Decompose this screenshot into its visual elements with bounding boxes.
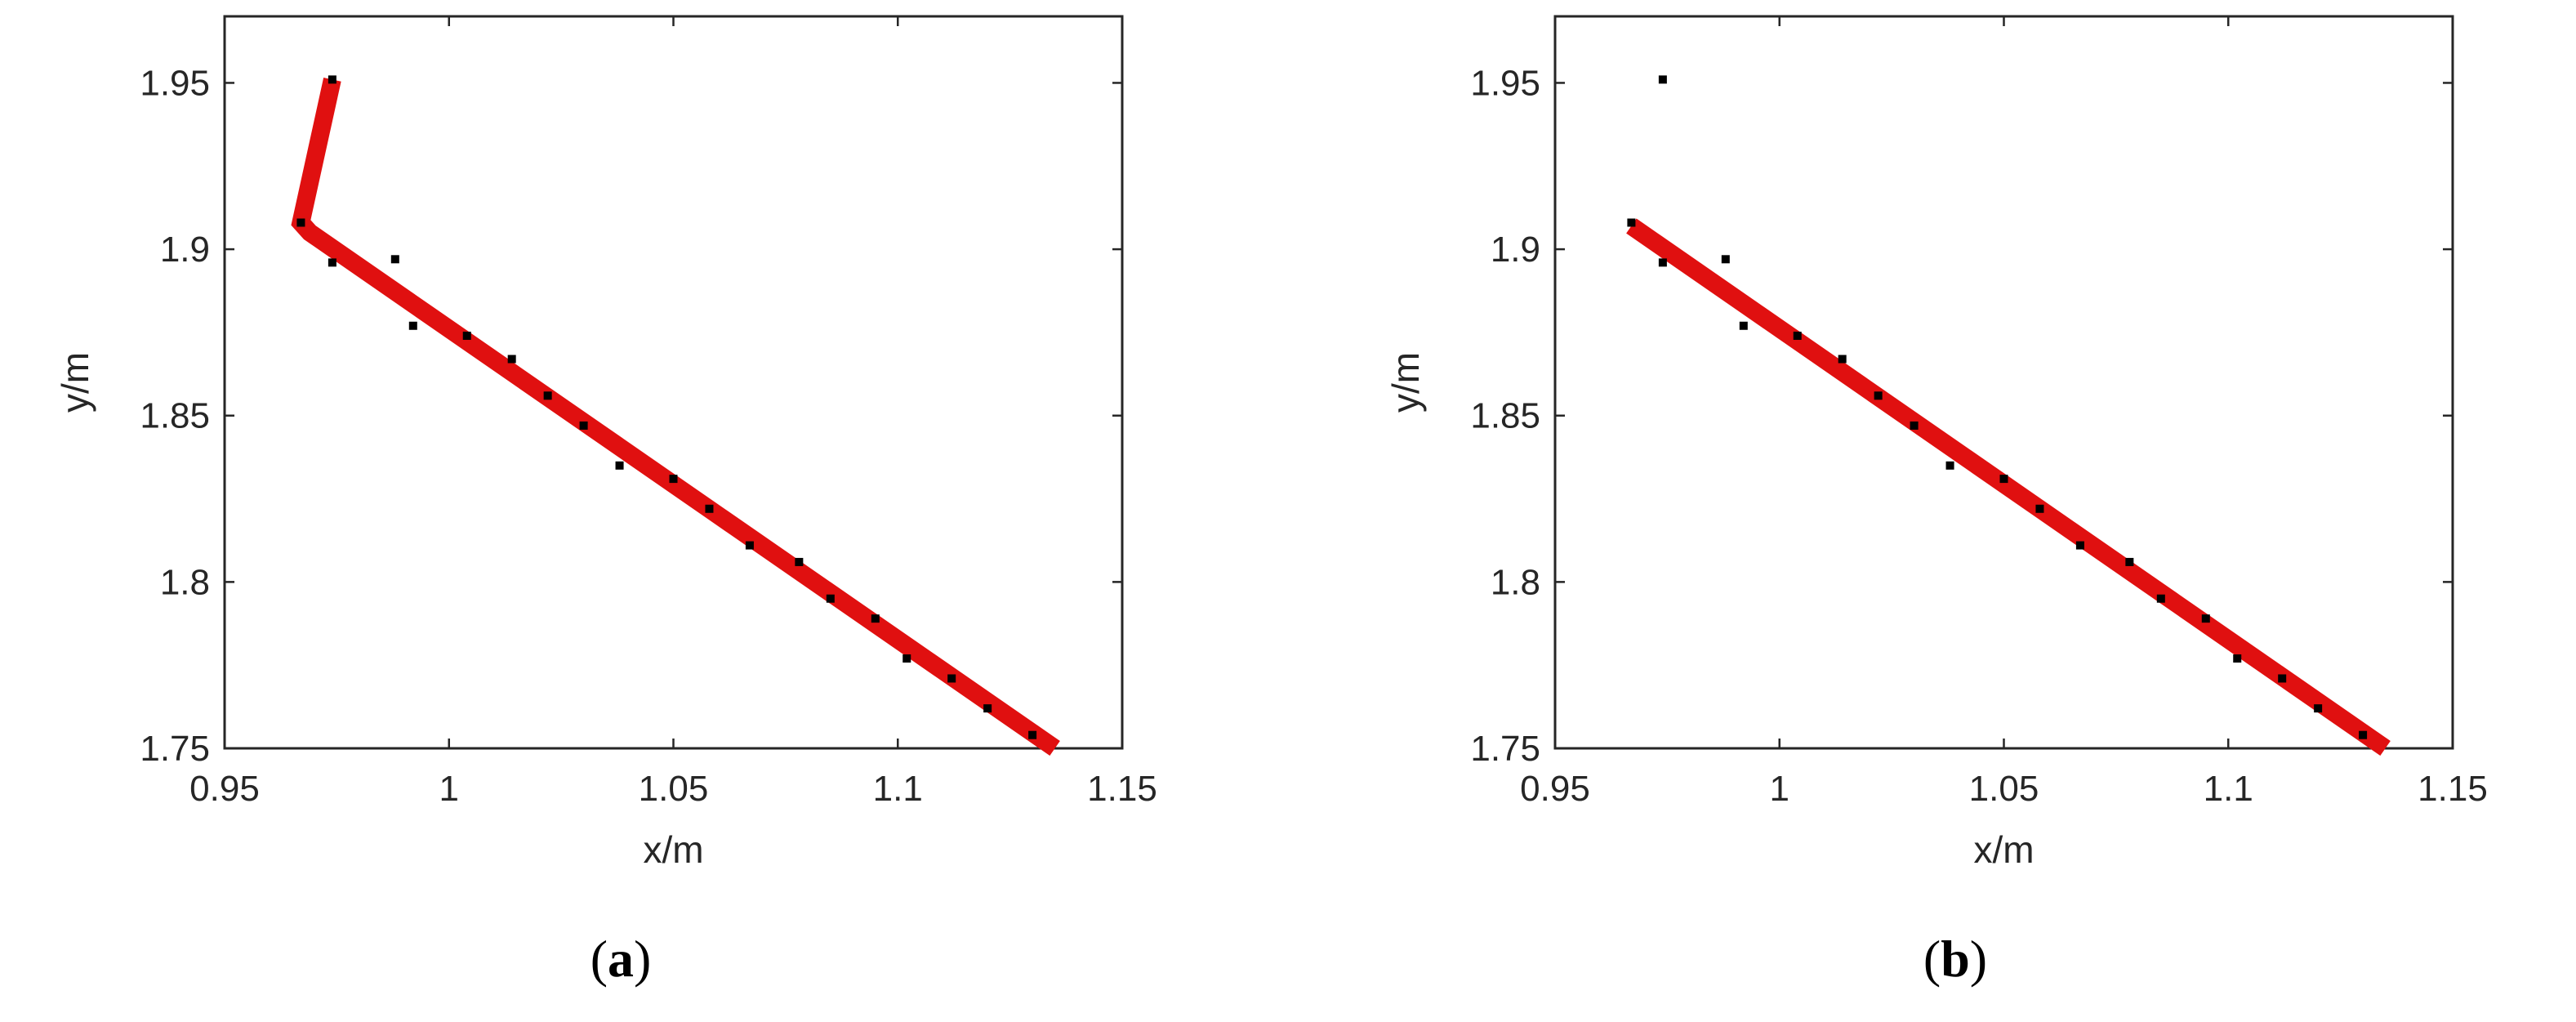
data-point (2359, 730, 2368, 739)
data-point (2125, 557, 2134, 566)
data-point (1658, 258, 1667, 267)
data-point (1739, 321, 1748, 330)
x-tick-label: 1.15 (1087, 769, 1157, 809)
y-tick-label: 1.75 (140, 729, 210, 769)
data-point (408, 321, 417, 330)
data-point (871, 614, 880, 623)
y-tick-label: 1.85 (1470, 396, 1540, 436)
y-tick-label: 1.8 (1491, 562, 1540, 602)
panel-caption: (a) (591, 930, 652, 988)
data-point (1028, 730, 1037, 739)
data-point (2035, 504, 2044, 513)
data-point (615, 461, 624, 470)
data-point (1838, 355, 1847, 364)
y-tick-label: 1.75 (1470, 729, 1540, 769)
plot-area (223, 15, 1124, 750)
data-point (1627, 218, 1636, 227)
data-point (2075, 541, 2084, 550)
x-tick-label: 1.1 (2204, 769, 2253, 809)
x-tick-label: 0.95 (1520, 769, 1590, 809)
caption-close-paren: ) (634, 930, 651, 988)
data-point (826, 594, 835, 603)
data-point (543, 391, 552, 400)
data-point (1910, 421, 1919, 430)
x-axis-title: x/m (643, 828, 703, 871)
data-point (1874, 391, 1883, 400)
data-point (1793, 331, 1802, 340)
data-point (1945, 461, 1954, 470)
panel-caption: (b) (1923, 930, 1987, 988)
data-point (579, 421, 588, 430)
fit-line (291, 78, 1060, 756)
data-point (390, 255, 399, 264)
data-point (902, 654, 911, 663)
data-point (296, 218, 305, 227)
y-axis-title: y/m (54, 352, 96, 413)
x-tick-label: 1 (439, 769, 459, 809)
data-point (2201, 614, 2210, 623)
y-tick-label: 1.8 (160, 562, 210, 602)
x-tick-label: 1.15 (2418, 769, 2488, 809)
y-tick-label: 1.9 (1491, 230, 1540, 270)
data-point (2278, 674, 2287, 683)
caption-close-paren: ) (1970, 930, 1987, 988)
panel-a: 0.95 1 1.05 1.1 1.15 1.75 1.8 1.85 1.9 1.95 x/m y/m… (54, 15, 1157, 988)
y-axis-title: y/m (1384, 352, 1427, 413)
data-point (669, 475, 678, 484)
caption-letter: b (1941, 930, 1970, 988)
panel-b: 0.95 1 1.05 1.1 1.15 1.75 1.8 1.85 1.9 1.95 x/m y/m… (1384, 15, 2488, 988)
x-tick-label: 1.05 (639, 769, 709, 809)
plot-area (1553, 15, 2454, 750)
caption-open-paren: ( (591, 930, 608, 988)
data-point (2233, 654, 2242, 663)
data-point (462, 331, 471, 340)
data-point (2314, 704, 2323, 713)
fit-line (1626, 218, 2391, 756)
data-point (745, 541, 754, 550)
data-point (795, 557, 804, 566)
caption-letter: a (608, 930, 634, 988)
x-axis-title: x/m (1973, 828, 2034, 871)
y-tick-label: 1.85 (140, 396, 210, 436)
x-tick-label: 0.95 (189, 769, 260, 809)
x-tick-label: 1 (1770, 769, 1789, 809)
data-point (507, 355, 516, 364)
data-point (705, 504, 714, 513)
data-point (328, 258, 336, 267)
y-tick-label: 1.9 (160, 230, 210, 270)
data-point (1658, 75, 1667, 84)
y-tick-label: 1.95 (140, 63, 210, 103)
data-point (1999, 475, 2008, 484)
data-point (328, 75, 336, 84)
x-tick-label: 1.1 (873, 769, 923, 809)
data-point (1721, 255, 1730, 264)
y-tick-label: 1.95 (1470, 63, 1540, 103)
x-tick-label: 1.05 (1969, 769, 2039, 809)
data-point (947, 674, 956, 683)
caption-open-paren: ( (1923, 930, 1941, 988)
data-point (2156, 594, 2165, 603)
data-point (983, 704, 992, 713)
